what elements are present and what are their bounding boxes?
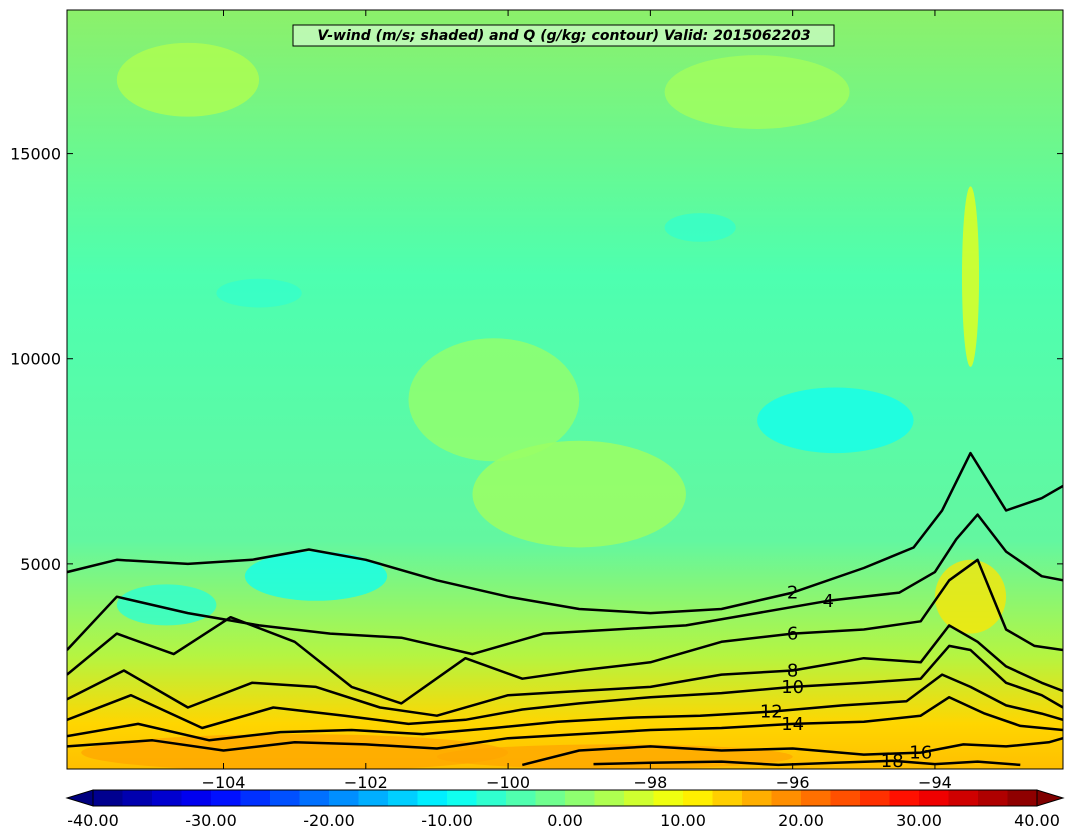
colorbar-segment [830,790,861,806]
colorbar-tick-label: 30.00 [896,811,942,830]
colorbar-segment [594,790,625,806]
colorbar-segment [919,790,950,806]
colorbar-frame [92,789,1038,807]
colorbar-segment [358,790,389,806]
x-tick-label: −94 [918,773,952,792]
colorbar-segment [683,790,714,806]
contour-label-12: 12 [760,702,783,723]
contour-label-10: 10 [781,677,804,698]
colorbar-max-extend [1036,789,1065,807]
colorbar-segment [565,790,596,806]
y-tick-label: 10000 [10,350,61,369]
contour-line-18 [593,759,1021,767]
shaded-feature [116,584,217,626]
colorbar-segment [447,790,478,806]
shaded-feature [244,551,388,601]
colorbar-tick-label: -10.00 [421,811,473,830]
x-tick-label: −100 [486,773,530,792]
contour-label-14: 14 [781,714,804,735]
x-tick-label: −98 [633,773,667,792]
contour-line-10 [67,644,1063,730]
contour-label-8: 8 [787,661,798,682]
colorbar-tick-label: 10.00 [660,811,706,830]
humidity-contours [67,451,1063,767]
x-tick-label: −102 [344,773,388,792]
colorbar-tick-label: -20.00 [303,811,355,830]
colorbar-segment [535,790,566,806]
colorbar-tick-label: 40.00 [1014,811,1060,830]
colorbar-segment [211,790,242,806]
colorbar-segment [476,790,507,806]
colorbar-segment [299,790,330,806]
colorbar-segment [93,790,124,806]
colorbar-segments [93,790,1038,806]
shaded-feature [408,338,580,462]
colorbar-segment [152,790,183,806]
contour-line-6 [67,558,1063,705]
y-tick-label: 5000 [20,555,61,574]
colorbar-segment [653,790,684,806]
colorbar-segment [712,790,743,806]
shaded-feature [934,559,1007,634]
colorbar-tick-label: -40.00 [67,811,119,830]
colorbar-segment [388,790,419,806]
contour-line-12 [67,673,1063,742]
colorbar-segment [771,790,802,806]
colorbar-segment [624,790,655,806]
shaded-feature [116,42,260,117]
shaded-feature [216,278,302,308]
colorbar-segment [240,790,271,806]
colorbar: -40.00 -30.00 -20.00 -10.00 0.00 10.00 20.00 30… [65,789,1065,830]
shaded-feature [472,440,686,548]
colorbar-ticks: -40.00 -30.00 -20.00 -10.00 0.00 10.00 20.00 30… [67,811,1060,830]
colorbar-tick-label: -30.00 [185,811,237,830]
shaded-feature [664,55,850,129]
contour-label-4: 4 [823,591,834,612]
y-axis: 5000 10000 15000 [10,145,1063,574]
contour-line-4 [67,513,1063,656]
colorbar-segment [860,790,891,806]
contour-line-16 [521,736,1063,767]
contour-label-18: 18 [881,751,904,772]
colorbar-segment [742,790,773,806]
colorbar-segment [1007,790,1038,806]
shaded-feature [664,213,736,242]
colorbar-tick-label: 20.00 [778,811,824,830]
title-box [292,24,835,47]
colorbar-segment [181,790,212,806]
contour-line-8 [67,624,1063,717]
colorbar-segment [270,790,301,806]
colorbar-segment [801,790,832,806]
colorbar-segment [978,790,1009,806]
colorbar-tick-label: 0.00 [547,811,583,830]
colorbar-segment [122,790,153,806]
colorbar-segment [417,790,448,806]
contour-label-6: 6 [787,624,798,645]
x-axis: −104 −102 −100 −98 −96 −94 [202,10,952,792]
colorbar-min-extend [65,789,94,807]
y-tick-label: 15000 [10,145,61,164]
contour-label-2: 2 [787,583,798,604]
shaded-feature [757,387,914,454]
chart-title: V-wind (m/s; shaded) and Q (g/kg; contou… [317,28,810,44]
contour-line-14 [67,695,1063,752]
colorbar-segment [889,790,920,806]
colorbar-segment [506,790,537,806]
colorbar-segment [948,790,979,806]
contour-line-2 [67,451,1063,615]
shaded-feature [81,734,509,769]
colorbar-segment [329,790,360,806]
plot-frame [66,9,1064,770]
x-tick-label: −104 [202,773,246,792]
chart-title-box: V-wind (m/s; shaded) and Q (g/kg; contou… [292,24,835,47]
x-tick-label: −96 [776,773,810,792]
contour-label-16: 16 [909,743,932,764]
shaded-feature [961,186,980,367]
